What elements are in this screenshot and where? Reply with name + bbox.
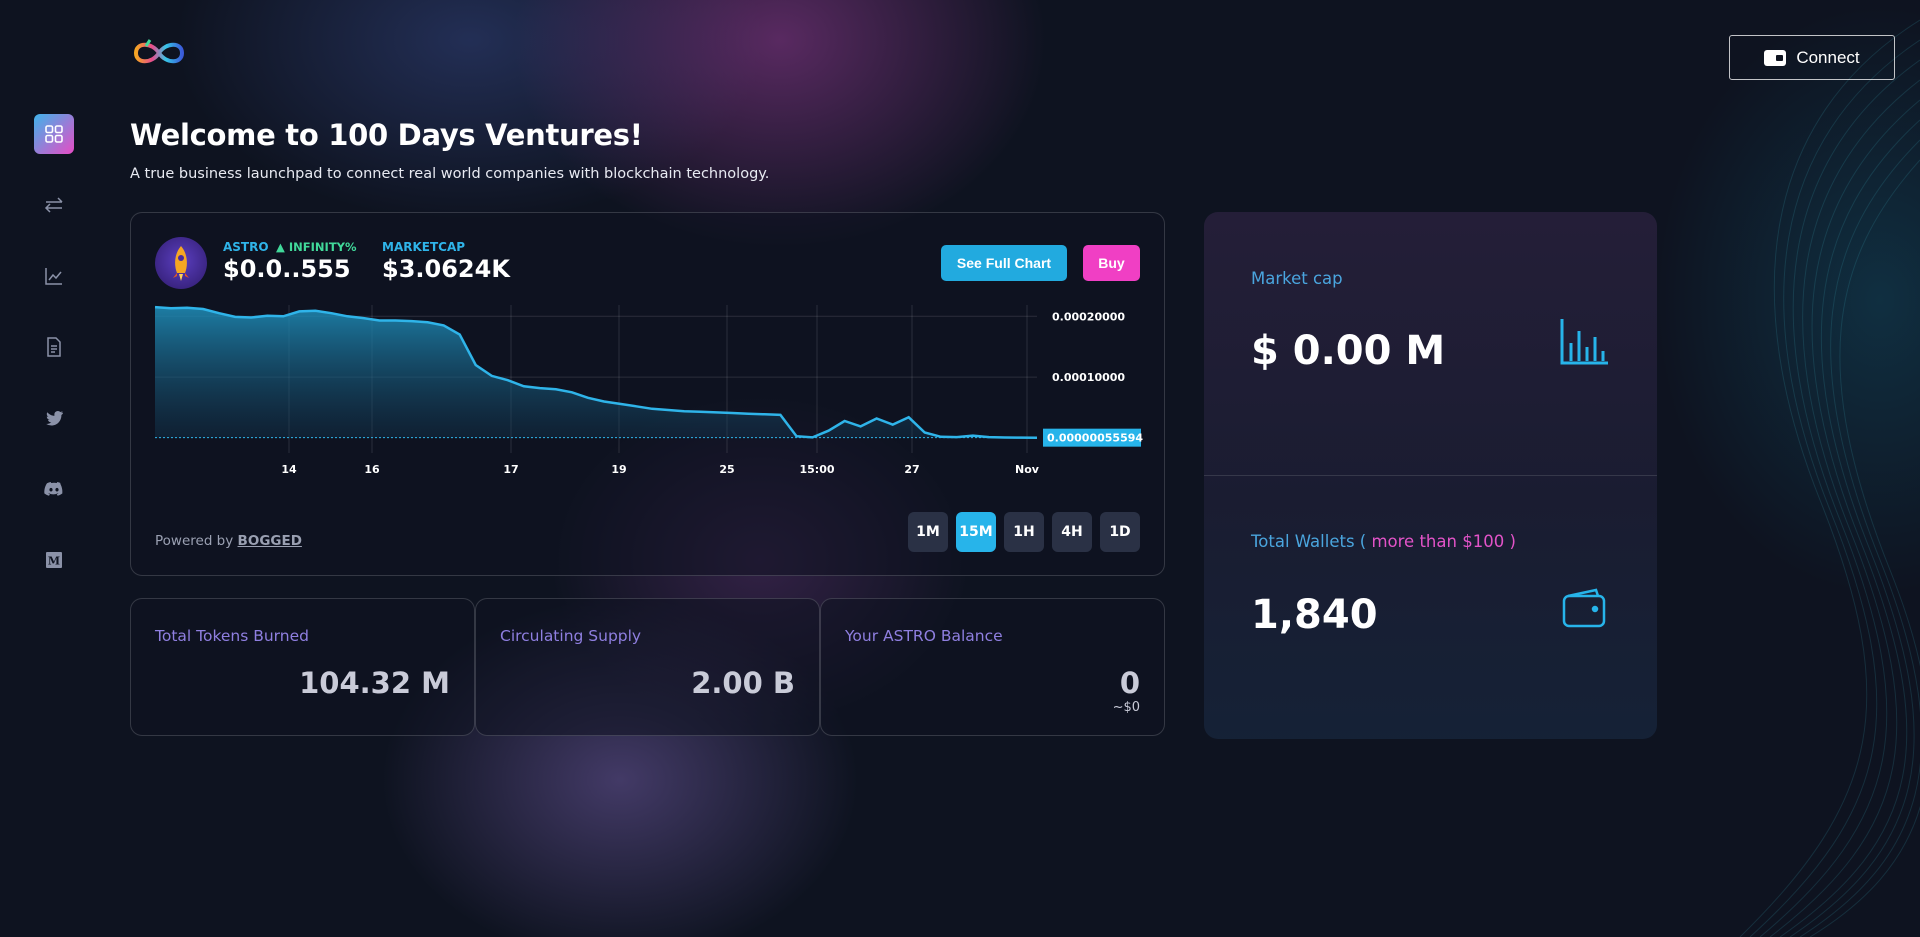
wallet-icon bbox=[1764, 49, 1787, 66]
rocket-icon bbox=[173, 246, 189, 281]
total-wallets-label-text: Total Wallets ( bbox=[1251, 532, 1367, 551]
tokens-burned-label: Total Tokens Burned bbox=[155, 627, 309, 645]
marketcap-label: MARKETCAP bbox=[382, 240, 466, 254]
x-tick-label: 19 bbox=[611, 463, 626, 476]
price-chart[interactable]: 0.00020000 0.00010000 14 16 17 19 25 15:00 27 Nov… bbox=[131, 213, 1166, 577]
price-line bbox=[154, 305, 1038, 439]
twitter-icon bbox=[46, 411, 63, 426]
market-cap-label: Market cap bbox=[1251, 269, 1343, 288]
chart-line-icon bbox=[45, 268, 62, 285]
market-cap-value: $ 0.00 M bbox=[1251, 328, 1446, 374]
total-wallets-label: Total Wallets ( more than $100 ) bbox=[1251, 532, 1516, 551]
background-wave-lines bbox=[1739, 19, 1920, 937]
buy-button[interactable]: Buy bbox=[1083, 245, 1140, 281]
x-tick-label: 16 bbox=[364, 463, 380, 476]
x-tick-label: Nov bbox=[1015, 463, 1040, 476]
connect-wallet-button[interactable]: Connect bbox=[1729, 35, 1895, 80]
total-wallets-label-end: ) bbox=[1509, 532, 1516, 551]
sidebar-item-chart[interactable] bbox=[34, 256, 74, 296]
sidebar-item-docs[interactable] bbox=[34, 327, 74, 367]
timeframe-1d-button[interactable]: 1D bbox=[1100, 512, 1140, 552]
powered-by: Powered by BOGGED bbox=[155, 533, 302, 549]
arrow-up-icon: ▲ bbox=[276, 240, 285, 254]
current-price-tag bbox=[1043, 428, 1141, 447]
astro-balance-value: 0 bbox=[1119, 666, 1140, 700]
price-change: ▲ INFINITY% bbox=[276, 240, 357, 254]
medium-icon: M bbox=[46, 552, 62, 568]
timeframe-1m-button[interactable]: 1M bbox=[908, 512, 948, 552]
x-tick-label: 17 bbox=[503, 463, 518, 476]
powered-prefix: Powered by bbox=[155, 533, 234, 549]
token-price: $0.0..555 bbox=[223, 255, 351, 283]
price-chart-card: ASTRO ▲ INFINITY% $0.0..555 MARKETCAP $3… bbox=[130, 212, 1165, 576]
sidebar-item-twitter[interactable] bbox=[34, 398, 74, 438]
sidebar-item-medium[interactable]: M bbox=[34, 540, 74, 580]
see-full-chart-button[interactable]: See Full Chart bbox=[941, 245, 1067, 281]
wallet-icon bbox=[1562, 588, 1606, 628]
document-icon bbox=[47, 337, 61, 357]
astro-balance-label: Your ASTRO Balance bbox=[845, 627, 1003, 645]
timeframe-15m-button[interactable]: 15M bbox=[956, 512, 996, 552]
bogged-link[interactable]: BOGGED bbox=[237, 533, 302, 549]
circulating-supply-value: 2.00 B bbox=[691, 666, 795, 700]
dashboard-icon bbox=[45, 125, 63, 143]
astro-balance-card: Your ASTRO Balance 0 ~$0 bbox=[820, 598, 1165, 736]
total-wallets-value: 1,840 bbox=[1251, 592, 1378, 638]
summary-panel: Market cap $ 0.00 M Total Wallets ( more… bbox=[1204, 212, 1657, 739]
page-subtitle: A true business launchpad to connect rea… bbox=[130, 166, 770, 182]
marketcap-value: $3.0624K bbox=[382, 255, 510, 283]
x-tick-label: 27 bbox=[904, 463, 919, 476]
x-tick-label: 14 bbox=[281, 463, 297, 476]
circulating-supply-card: Circulating Supply 2.00 B bbox=[475, 598, 820, 736]
discord-icon bbox=[44, 482, 63, 496]
x-tick-label: 15:00 bbox=[799, 463, 834, 476]
current-price-label: 0.00000055594 bbox=[1047, 432, 1143, 445]
token-symbol: ASTRO bbox=[223, 240, 269, 254]
sidebar-item-swap[interactable] bbox=[34, 185, 74, 225]
y-tick-label: 0.00010000 bbox=[1052, 371, 1125, 384]
timeframe-selector: 1M 15M 1H 4H 1D bbox=[908, 512, 1140, 552]
tokens-burned-value: 104.32 M bbox=[299, 666, 450, 700]
x-tick-label: 25 bbox=[719, 463, 734, 476]
brand-logo[interactable] bbox=[132, 38, 186, 68]
price-area bbox=[155, 307, 1037, 438]
astro-balance-usd: ~$0 bbox=[1112, 700, 1140, 715]
connect-label: Connect bbox=[1796, 47, 1860, 67]
svg-text:M: M bbox=[48, 555, 60, 568]
timeframe-4h-button[interactable]: 4H bbox=[1052, 512, 1092, 552]
price-change-value: INFINITY% bbox=[288, 240, 357, 254]
circulating-supply-label: Circulating Supply bbox=[500, 627, 642, 645]
sidebar-item-dashboard[interactable] bbox=[34, 114, 74, 154]
sidebar-item-discord[interactable] bbox=[34, 469, 74, 509]
token-avatar bbox=[155, 237, 207, 289]
panel-divider bbox=[1204, 475, 1657, 476]
swap-icon bbox=[44, 197, 63, 213]
sidebar: M bbox=[34, 114, 74, 611]
timeframe-1h-button[interactable]: 1H bbox=[1004, 512, 1044, 552]
total-wallets-label-highlight: more than $100 bbox=[1371, 532, 1505, 551]
y-tick-label: 0.00020000 bbox=[1052, 310, 1125, 323]
tokens-burned-card: Total Tokens Burned 104.32 M bbox=[130, 598, 475, 736]
page-title: Welcome to 100 Days Ventures! bbox=[130, 118, 643, 152]
bar-chart-icon bbox=[1560, 319, 1608, 365]
